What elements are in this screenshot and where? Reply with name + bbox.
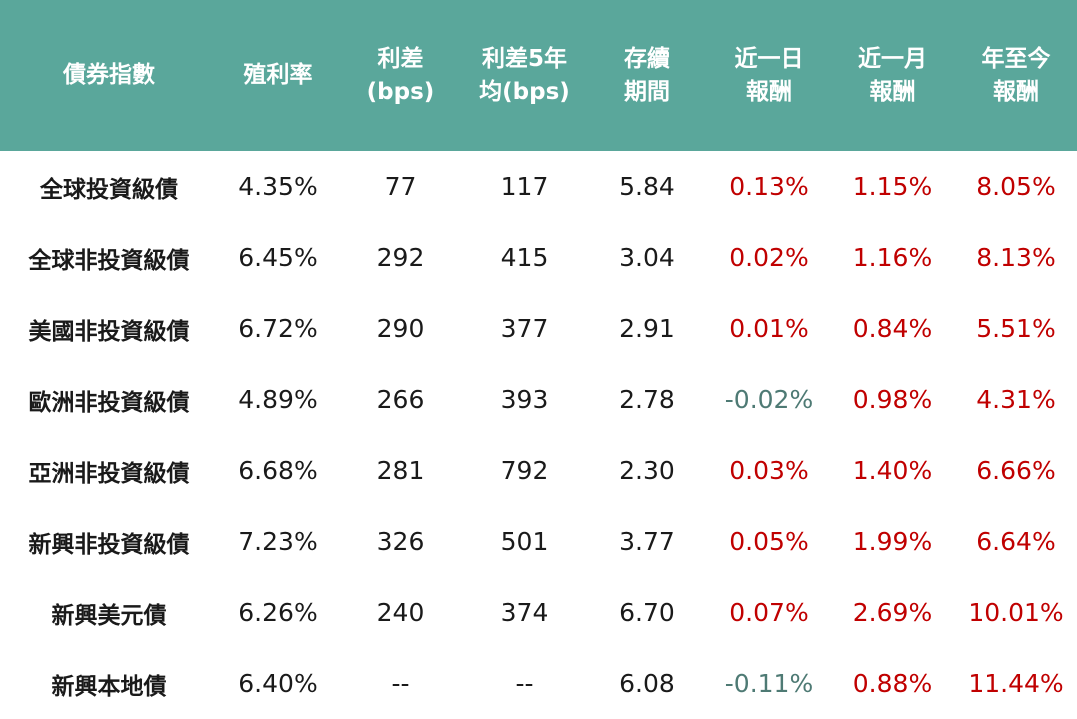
spread-cell: 292 <box>376 243 425 272</box>
yield-cell: 6.26% <box>238 598 318 627</box>
return-1m-cell: 2.69% <box>852 598 933 627</box>
return-1m-cell: 0.84% <box>852 314 933 343</box>
duration-cell: 2.91 <box>619 314 675 343</box>
return-1d-cell: 0.02% <box>729 243 809 272</box>
table-header: 債券指數 殖利率 利差 (bps) 利差5年 均(bps) 存續 期間 近一日 … <box>0 0 1077 151</box>
spread-5y-avg-cell: 117 <box>500 172 549 201</box>
return-ytd-cell: 11.44% <box>968 669 1064 698</box>
yield-cell: 6.72% <box>238 314 318 343</box>
spread-5y-avg-cell: 377 <box>500 314 549 343</box>
header-bond-index: 債券指數 <box>63 62 155 88</box>
duration-cell: 6.08 <box>619 669 675 698</box>
duration-cell: 5.84 <box>619 172 675 201</box>
bond-index-name: 亞洲非投資級債 <box>28 460 190 487</box>
yield-cell: 4.89% <box>238 385 318 414</box>
header-ytd-return: 年至今 報酬 <box>981 45 1051 105</box>
header-1m-return: 近一月 報酬 <box>858 45 927 105</box>
return-1m-cell: 1.15% <box>852 172 933 201</box>
return-ytd-cell: 6.66% <box>976 456 1056 485</box>
return-ytd-cell: 10.01% <box>968 598 1064 627</box>
spread-cell: 326 <box>376 527 425 556</box>
return-1d-cell: 0.07% <box>729 598 809 627</box>
return-1d-cell: 0.13% <box>729 172 809 201</box>
header-spread: 利差 (bps) <box>366 45 435 105</box>
spread-5y-avg-cell: 792 <box>500 456 549 485</box>
return-1d-cell: -0.11% <box>724 669 814 698</box>
spread-cell: 240 <box>376 598 425 627</box>
spread-5y-avg-cell: 415 <box>500 243 549 272</box>
duration-cell: 6.70 <box>619 598 675 627</box>
return-1d-cell: 0.01% <box>729 314 809 343</box>
return-ytd-cell: 8.05% <box>976 172 1056 201</box>
return-1m-cell: 1.99% <box>852 527 933 556</box>
return-ytd-cell: 5.51% <box>976 314 1056 343</box>
spread-5y-avg-cell: 501 <box>500 527 549 556</box>
return-1m-cell: 1.40% <box>852 456 933 485</box>
yield-cell: 6.68% <box>238 456 318 485</box>
spread-cell: 290 <box>376 314 425 343</box>
duration-cell: 2.30 <box>619 456 675 485</box>
header-spread-5y-avg: 利差5年 均(bps) <box>479 45 570 105</box>
spread-cell: 266 <box>376 385 425 414</box>
yield-cell: 7.23% <box>238 527 318 556</box>
table-row: 亞洲非投資級債 6.68% 281 792 2.30 0.03% 1.40% 6… <box>0 435 1077 506</box>
bond-index-name: 全球非投資級債 <box>28 247 190 274</box>
table-row: 新興非投資級債 7.23% 326 501 3.77 0.05% 1.99% 6… <box>0 506 1077 577</box>
spread-cell: 281 <box>376 456 425 485</box>
spread-cell: 77 <box>384 172 417 201</box>
bond-index-name: 美國非投資級債 <box>28 318 190 345</box>
table-row: 美國非投資級債 6.72% 290 377 2.91 0.01% 0.84% 5… <box>0 293 1077 364</box>
table-row: 新興美元債 6.26% 240 374 6.70 0.07% 2.69% 10.… <box>0 577 1077 648</box>
duration-cell: 2.78 <box>619 385 675 414</box>
bond-index-name: 新興美元債 <box>51 602 167 629</box>
duration-cell: 3.04 <box>619 243 675 272</box>
return-1m-cell: 0.98% <box>852 385 933 414</box>
table-row: 全球非投資級債 6.45% 292 415 3.04 0.02% 1.16% 8… <box>0 222 1077 293</box>
return-1m-cell: 1.16% <box>852 243 933 272</box>
spread-5y-avg-cell: -- <box>515 669 534 698</box>
return-1d-cell: -0.02% <box>724 385 814 414</box>
return-ytd-cell: 8.13% <box>976 243 1056 272</box>
return-ytd-cell: 6.64% <box>976 527 1056 556</box>
header-1d-return: 近一日 報酬 <box>734 45 804 105</box>
table-row: 新興本地債 6.40% -- -- 6.08 -0.11% 0.88% 11.4… <box>0 648 1077 719</box>
duration-cell: 3.77 <box>619 527 675 556</box>
table-row: 歐洲非投資級債 4.89% 266 393 2.78 -0.02% 0.98% … <box>0 364 1077 435</box>
return-1m-cell: 0.88% <box>852 669 933 698</box>
bond-index-name: 全球投資級債 <box>40 176 178 203</box>
return-ytd-cell: 4.31% <box>976 385 1056 414</box>
header-duration: 存續 期間 <box>624 45 670 105</box>
spread-cell: -- <box>391 669 410 698</box>
yield-cell: 6.40% <box>238 669 318 698</box>
table-row: 全球投資級債 4.35% 77 117 5.84 0.13% 1.15% 8.0… <box>0 151 1077 222</box>
yield-cell: 6.45% <box>238 243 318 272</box>
bond-index-name: 新興本地債 <box>51 673 167 700</box>
bond-index-name: 新興非投資級債 <box>28 531 190 558</box>
bond-index-name: 歐洲非投資級債 <box>28 389 190 416</box>
spread-5y-avg-cell: 393 <box>500 385 549 414</box>
yield-cell: 4.35% <box>238 172 318 201</box>
header-yield: 殖利率 <box>243 62 313 88</box>
return-1d-cell: 0.05% <box>729 527 809 556</box>
return-1d-cell: 0.03% <box>729 456 809 485</box>
spread-5y-avg-cell: 374 <box>500 598 549 627</box>
